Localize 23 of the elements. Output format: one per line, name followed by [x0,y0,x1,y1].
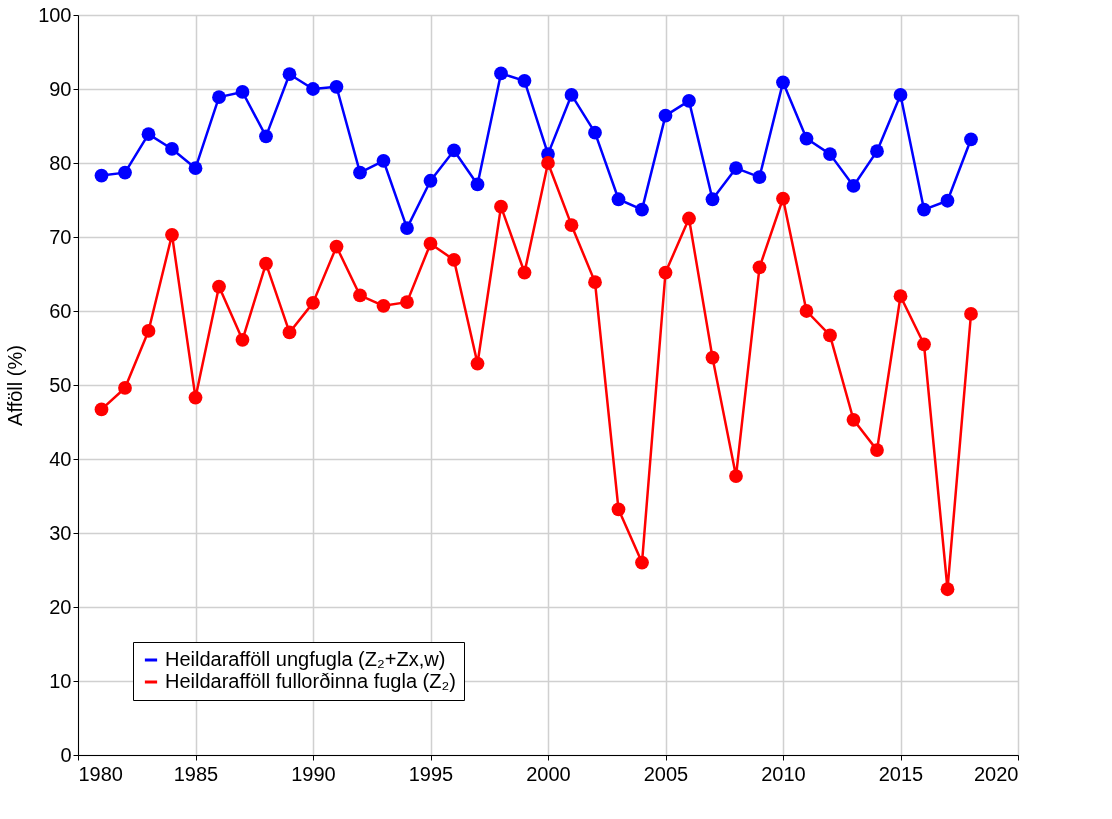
x-tick-label: 2020 [974,762,1019,785]
x-tick-label: 1995 [408,762,454,785]
y-tick-label: 10 [49,669,72,692]
x-tick-label: 1980 [78,762,123,785]
legend-label: Heildarafföll ungfugla (Z₂+Zx,w) [165,648,446,670]
y-tick-label: 80 [49,151,72,174]
x-tick-label: 2000 [526,762,571,785]
y-tick-label: 70 [49,225,72,248]
x-tick-label: 2005 [643,762,689,785]
x-tick-label: 1990 [291,762,336,785]
y-tick-label: 0 [60,743,72,766]
y-tick-label: 90 [49,77,72,100]
y-tick-label: 20 [49,595,72,618]
y-tick-label: 60 [49,299,72,322]
x-tick-label: 2015 [878,762,924,785]
legend-label: Heildarafföll fullorðinna fugla (Z₂) [165,670,456,692]
y-tick-label: 40 [49,447,72,470]
y-tick-label: 100 [38,3,72,26]
y-tick-label: 50 [49,373,72,396]
x-tick-label: 2010 [761,762,806,785]
y-tick-label: 30 [49,521,72,544]
y-axis-title: Afföll (%) [4,345,27,426]
x-tick-label: 1985 [173,762,219,785]
